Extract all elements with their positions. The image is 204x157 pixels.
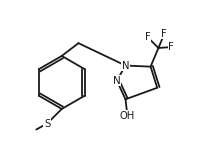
Text: F: F	[161, 29, 167, 39]
Text: N: N	[113, 76, 121, 86]
Text: OH: OH	[120, 111, 135, 121]
Text: F: F	[145, 32, 151, 42]
Text: S: S	[44, 119, 50, 129]
Text: N: N	[122, 61, 129, 70]
Text: F: F	[168, 42, 174, 52]
